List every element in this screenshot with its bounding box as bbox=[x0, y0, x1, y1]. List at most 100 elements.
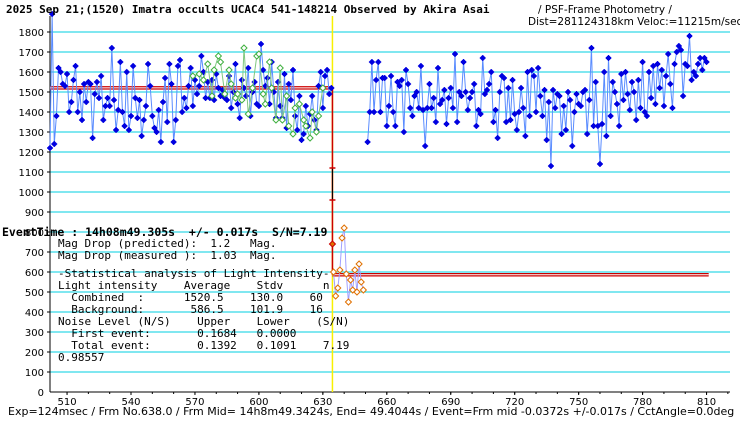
star-point bbox=[287, 96, 295, 104]
star-point bbox=[323, 66, 331, 74]
star-point bbox=[643, 112, 651, 120]
star-point bbox=[647, 94, 655, 102]
y-tick-label: 400 bbox=[25, 308, 44, 319]
star-point bbox=[67, 98, 75, 106]
star-point bbox=[654, 60, 661, 68]
comparison-point bbox=[312, 128, 321, 136]
star-point bbox=[319, 104, 327, 112]
noise-total-event: Total event: 0.1392 0.1091 7.19 bbox=[58, 339, 350, 352]
star-point bbox=[112, 126, 120, 134]
star-point bbox=[302, 102, 310, 110]
star-point bbox=[421, 142, 429, 150]
series-line-target-star bbox=[367, 35, 707, 167]
star-point bbox=[577, 102, 585, 110]
star-point bbox=[195, 82, 203, 90]
chart-subtitle: Dist=281124318km Veloc:=11215m/sec bbox=[528, 16, 740, 28]
star-point bbox=[180, 94, 188, 102]
y-tick-label: 1200 bbox=[19, 148, 44, 159]
star-point bbox=[227, 104, 235, 112]
star-point bbox=[91, 90, 99, 98]
star-point bbox=[244, 64, 252, 72]
star-point bbox=[637, 104, 644, 112]
comparison-point bbox=[295, 100, 304, 108]
star-point bbox=[598, 120, 606, 128]
star-point bbox=[609, 78, 617, 86]
x-tick-label: 540 bbox=[121, 397, 140, 408]
star-point bbox=[398, 76, 406, 84]
comparison-point bbox=[289, 130, 297, 138]
level-lines bbox=[50, 16, 709, 392]
star-point bbox=[573, 90, 580, 98]
y-tick-label: 1100 bbox=[19, 168, 44, 179]
star-point bbox=[522, 132, 529, 140]
comparison-point bbox=[221, 90, 229, 98]
star-point bbox=[434, 64, 442, 72]
star-point bbox=[671, 60, 678, 68]
star-point bbox=[632, 116, 640, 124]
chart-method: / PSF-Frame Photometry / bbox=[538, 4, 672, 16]
y-tick-label: 800 bbox=[25, 228, 44, 239]
star-point bbox=[225, 72, 233, 80]
star-point bbox=[159, 98, 167, 106]
comparison-point bbox=[261, 100, 270, 108]
star-point bbox=[409, 112, 416, 120]
star-point bbox=[656, 84, 664, 92]
star-point bbox=[148, 112, 156, 120]
star-point bbox=[63, 70, 71, 78]
star-point bbox=[400, 128, 408, 136]
star-point bbox=[622, 68, 629, 76]
comparison-point bbox=[285, 122, 293, 130]
star-point bbox=[445, 94, 452, 102]
comparison-point bbox=[204, 60, 212, 68]
comparison-point bbox=[208, 92, 216, 100]
star-point bbox=[547, 162, 555, 170]
star-point bbox=[588, 44, 595, 52]
star-point bbox=[479, 54, 487, 62]
star-point bbox=[507, 116, 514, 124]
star-point bbox=[119, 108, 126, 116]
star-point bbox=[568, 142, 576, 150]
star-point bbox=[571, 108, 578, 116]
star-point bbox=[57, 68, 65, 76]
x-tick-label: 750 bbox=[569, 397, 588, 408]
comparison-point bbox=[233, 90, 242, 98]
star-point bbox=[703, 58, 710, 66]
drop-point bbox=[342, 270, 351, 278]
comparison-point bbox=[282, 92, 291, 100]
star-point bbox=[178, 108, 186, 116]
star-point bbox=[485, 80, 493, 88]
star-point bbox=[172, 116, 180, 124]
star-point bbox=[174, 62, 182, 70]
star-point bbox=[519, 104, 527, 112]
star-point bbox=[372, 76, 380, 84]
star-point bbox=[490, 118, 497, 126]
star-point bbox=[460, 58, 467, 66]
comparison-point bbox=[319, 84, 327, 92]
star-point bbox=[289, 66, 297, 74]
star-point bbox=[539, 112, 546, 120]
star-point bbox=[692, 72, 700, 80]
y-tick-label: 0 bbox=[38, 388, 44, 399]
comparison-point bbox=[238, 96, 246, 104]
comparison-point bbox=[248, 84, 257, 92]
star-point bbox=[166, 60, 173, 68]
star-point bbox=[504, 84, 512, 92]
star-point bbox=[468, 88, 476, 96]
star-point bbox=[624, 90, 632, 98]
mag-drop-predicted: Mag Drop (predicted): 1.2 Mag. bbox=[58, 237, 277, 250]
star-point bbox=[669, 104, 676, 112]
comparison-point bbox=[199, 76, 208, 84]
star-point bbox=[453, 118, 461, 126]
comparison-point bbox=[244, 110, 252, 118]
star-point bbox=[89, 134, 96, 142]
star-point bbox=[549, 86, 557, 94]
drop-point bbox=[329, 268, 338, 276]
star-point bbox=[396, 82, 403, 90]
star-point bbox=[428, 104, 435, 112]
star-point bbox=[97, 72, 105, 80]
comparison-point bbox=[267, 84, 276, 92]
comparison-point bbox=[225, 66, 233, 74]
comparison-point bbox=[240, 44, 248, 52]
stat-background-row: Background: 586.5 101.9 16 bbox=[58, 303, 323, 316]
comparison-point bbox=[308, 108, 316, 116]
